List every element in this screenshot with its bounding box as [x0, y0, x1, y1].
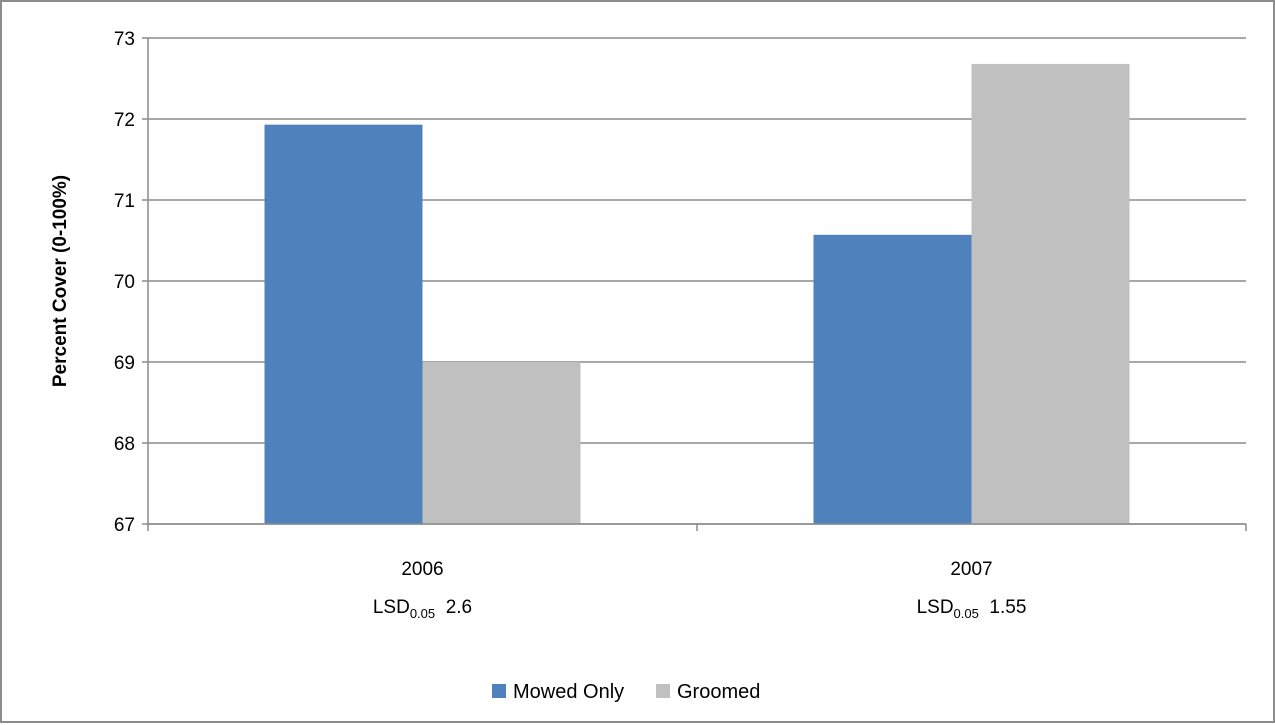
legend-label: Mowed Only [513, 681, 624, 703]
legend: Mowed Only Groomed [492, 681, 760, 703]
y-axis-label: Percent Cover (0-100%) [50, 175, 71, 387]
y-tick-label: 70 [114, 272, 135, 293]
y-tick-labels: 67 68 69 70 71 72 73 [114, 29, 135, 536]
bars [264, 63, 1130, 525]
lsd-note: LSD0.05 2.6 [373, 597, 472, 621]
legend-label: Groomed [677, 681, 760, 703]
bar-groomed-2006 [422, 362, 581, 524]
bar-mowed-only-2006 [264, 124, 423, 525]
bar-mowed-only-2007 [813, 234, 972, 524]
bar-groomed-2007 [971, 63, 1130, 525]
x-category-label: 2007 [950, 559, 992, 580]
legend-item: Mowed Only [492, 681, 624, 703]
x-category-label: 2006 [401, 559, 443, 580]
y-tick-label: 68 [114, 434, 135, 455]
legend-swatch [492, 684, 506, 698]
y-tick-label: 71 [114, 191, 135, 212]
y-tick-label: 72 [114, 110, 135, 131]
y-tick-label: 69 [114, 353, 135, 374]
legend-swatch [656, 684, 670, 698]
legend-item: Groomed [656, 681, 760, 703]
y-tick-label: 73 [114, 29, 135, 50]
x-category-labels: 2006 LSD0.05 2.6 2007 LSD0.05 1.55 [373, 559, 1027, 621]
lsd-note: LSD0.05 1.55 [917, 597, 1027, 621]
y-tick-label: 67 [114, 515, 135, 536]
axes [142, 37, 1247, 531]
